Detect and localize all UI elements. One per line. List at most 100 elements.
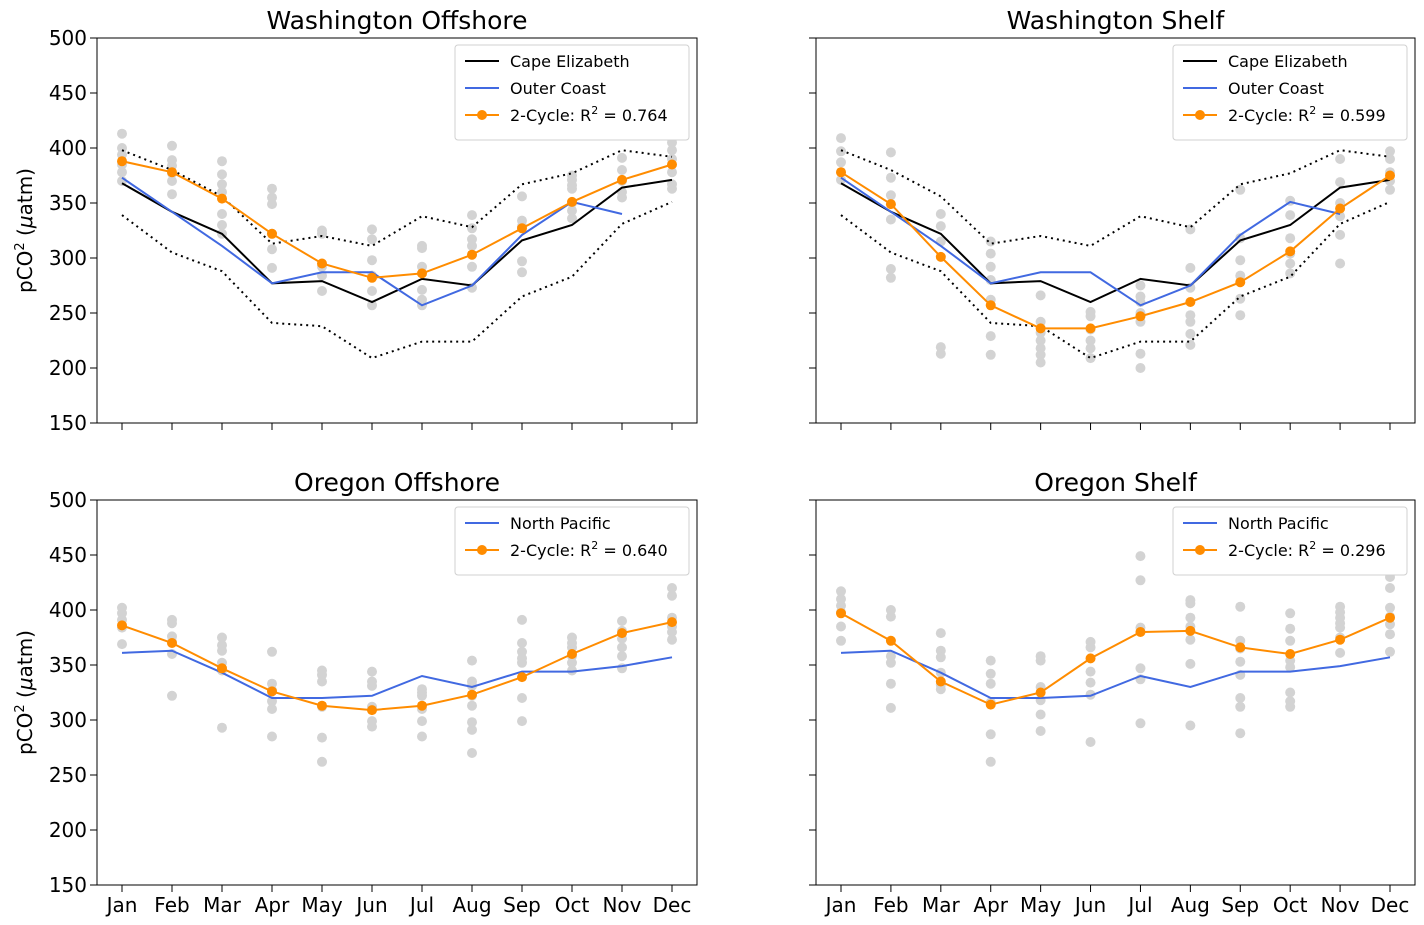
two-cycle-point xyxy=(167,167,177,178)
two-cycle-point xyxy=(1085,653,1096,664)
scatter-point xyxy=(836,146,846,157)
legend-entry: 2-Cycle: R2 = 0.640 xyxy=(510,539,668,560)
scatter-point xyxy=(1185,328,1196,339)
x-tick-label: Nov xyxy=(1321,893,1360,917)
legend-entry: Cape Elizabeth xyxy=(1228,52,1348,71)
y-axis-label: pCO2 (μatm) xyxy=(13,168,37,293)
scatter-point xyxy=(1285,258,1296,269)
scatter-point xyxy=(1085,343,1096,354)
scatter-point xyxy=(985,668,996,679)
cape-elizabeth-line xyxy=(121,178,673,304)
y-tick-label: 350 xyxy=(49,653,87,677)
legend-name: Cape Elizabeth xyxy=(510,52,630,71)
scatter-point xyxy=(885,702,896,713)
legend-marker xyxy=(1195,110,1205,120)
two-cycle-point xyxy=(1335,203,1346,214)
scatter-point xyxy=(1235,233,1246,244)
scatter-point xyxy=(367,234,377,245)
x-tick-label: Dec xyxy=(653,893,692,917)
scatter-point xyxy=(1285,662,1296,673)
scatter-point xyxy=(667,167,677,178)
scatter-point xyxy=(417,284,427,295)
x-tick-label: Nov xyxy=(602,893,641,917)
legend-superscript: 2 xyxy=(1309,104,1316,117)
scatter-point xyxy=(1035,726,1046,736)
two-cycle-point xyxy=(467,249,477,260)
two-cycle-point xyxy=(885,199,896,210)
two-cycle-point xyxy=(217,193,227,204)
scatter-point xyxy=(1085,353,1096,364)
two-cycle-point xyxy=(617,628,627,639)
two-cycle-point xyxy=(367,272,377,283)
scatter-point xyxy=(1335,258,1346,269)
scatter-point xyxy=(985,678,996,689)
legend-entry: 2-Cycle: R2 = 0.599 xyxy=(1228,104,1386,125)
scatter-point xyxy=(217,179,227,190)
scatter-point xyxy=(517,657,527,668)
scatter-point xyxy=(1035,290,1046,301)
scatter-point xyxy=(317,676,327,687)
scatter-point xyxy=(1285,687,1296,698)
scatter-point xyxy=(317,286,327,296)
scatter-point xyxy=(517,693,527,703)
two-cycle-point xyxy=(1035,687,1046,698)
scatter-point xyxy=(1285,268,1296,279)
legend-equals: = xyxy=(598,541,622,560)
scatter-point xyxy=(885,678,896,689)
legend-marker xyxy=(1195,545,1205,555)
x-tick-label: Jan xyxy=(105,893,138,917)
panel-title: Washington Shelf xyxy=(1007,6,1226,35)
scatter-point xyxy=(617,192,627,203)
scatter-point xyxy=(467,240,477,251)
scatter-point xyxy=(885,657,896,668)
scatter-point xyxy=(885,272,896,283)
two-cycle-point xyxy=(1035,323,1046,334)
x-tick-label: Sep xyxy=(503,893,541,917)
scatter-point xyxy=(1085,666,1096,677)
scatter-point xyxy=(1385,154,1395,164)
scatter-point xyxy=(935,684,946,695)
legend-name: 2-Cycle: R xyxy=(510,541,591,560)
scatter-point xyxy=(117,639,127,650)
two-cycle-point xyxy=(836,167,846,178)
legend-name: 2-Cycle: R xyxy=(1228,106,1309,125)
two-cycle-point xyxy=(417,700,427,711)
y-tick-label: 500 xyxy=(49,26,87,50)
two-cycle-point xyxy=(836,608,846,619)
scatter-point xyxy=(1135,551,1146,562)
scatter-point xyxy=(1235,310,1246,321)
scatter-point xyxy=(567,213,577,224)
legend-name: North Pacific xyxy=(510,514,611,533)
scatter-point xyxy=(1385,646,1395,657)
scatter-point xyxy=(317,732,327,743)
scatter-point xyxy=(567,657,577,668)
two-cycle-point xyxy=(1235,642,1246,653)
legend-equals: = xyxy=(1316,541,1340,560)
x-tick-label: Feb xyxy=(873,893,908,917)
scatter-point xyxy=(167,690,177,701)
scatter-point xyxy=(1185,612,1196,623)
scatter-point xyxy=(1085,737,1096,747)
x-tick-label: May xyxy=(1020,893,1062,917)
scatter-point xyxy=(367,300,377,311)
scatter-point xyxy=(217,220,227,230)
scatter-point xyxy=(617,616,627,626)
legend-entry: 2-Cycle: R2 = 0.296 xyxy=(1228,539,1386,560)
two-cycle-point xyxy=(117,156,127,167)
scatter-point xyxy=(985,729,996,740)
scatter-point xyxy=(1035,655,1046,666)
axes-frame xyxy=(815,499,1416,886)
2-cycle-r-line xyxy=(121,160,673,279)
scatter-point xyxy=(1235,728,1246,739)
scatter-point xyxy=(517,191,527,202)
scatter-point xyxy=(367,680,377,691)
y-tick-label: 150 xyxy=(49,411,87,435)
scatter-point xyxy=(1335,622,1346,633)
y-tick-label: 500 xyxy=(49,488,87,512)
scatter-point xyxy=(1335,229,1346,240)
scatter-point xyxy=(1135,663,1146,674)
scatter-point xyxy=(267,183,277,194)
legend-entry: North Pacific xyxy=(1228,514,1329,533)
north-pacific-line xyxy=(840,649,1391,699)
two-cycle-point xyxy=(517,223,527,234)
